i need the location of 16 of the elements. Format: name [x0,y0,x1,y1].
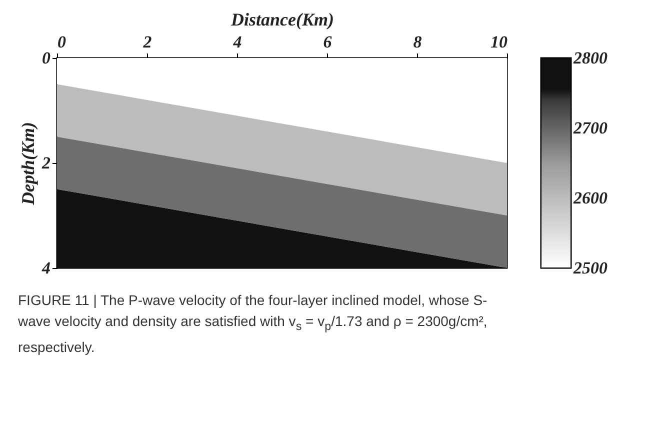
y-tick-label: 2 [41,154,51,172]
y-tick-label: 4 [41,258,50,278]
text: FIGURE 11 | The P-wave velocity of the four-layer inclined model, whose S-wave velocity and density are satisfied with v$_{s}$ = v$_{p}$/1.73 and ρ = 2300g/cm², respectively. [18,292,488,355]
x-tick-label: 10 [490,32,508,52]
x-tick-label: 2 [142,32,152,52]
x-tick-label: 6 [323,32,332,52]
color-bar-label: 2700 [572,118,608,138]
x-tick-label: 0 [58,32,66,52]
y-axis-title: Depth(Km) [18,122,38,206]
y-tick-label: 0 [42,48,51,68]
color-bar-label: 2800 [572,48,608,68]
color-bar-label: 2600 [572,188,608,208]
x-tick-label: 8 [413,32,422,52]
x-tick-label: 4 [232,32,242,52]
x-axis-title: Distance(Km) [230,10,334,30]
color-bar-label: 2500 [572,258,608,278]
